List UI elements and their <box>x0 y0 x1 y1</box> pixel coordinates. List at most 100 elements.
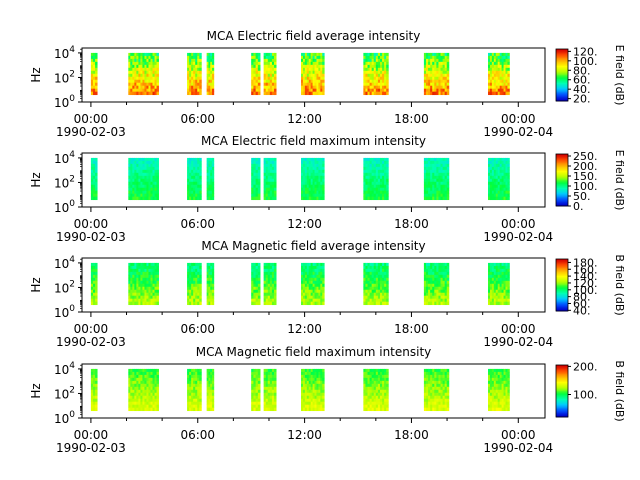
spectrogram-cell <box>316 271 319 276</box>
colorbar-step <box>556 161 568 164</box>
spectrogram-cell <box>306 262 310 267</box>
spectrogram-cell <box>308 271 312 276</box>
spectrogram-cell <box>304 377 308 382</box>
spectrogram-cell <box>274 283 277 288</box>
spectrogram-cell <box>95 380 98 385</box>
spectrogram-cell <box>314 169 317 174</box>
spectrogram-cell <box>154 88 157 93</box>
spectrogram-cell <box>269 55 273 60</box>
spectrogram-cell <box>367 280 370 285</box>
spectrogram-cell <box>301 383 304 388</box>
spectrogram-cell <box>316 283 319 288</box>
spectrogram-cell <box>199 301 202 306</box>
spectrogram-cell <box>154 52 157 57</box>
spectrogram-cell <box>302 268 306 273</box>
spectrogram-cell <box>425 268 429 273</box>
spectrogram-cell <box>322 175 325 180</box>
spectrogram-cell <box>367 52 370 57</box>
spectrogram-cell <box>206 157 209 162</box>
spectrogram-cell <box>446 271 450 276</box>
spectrogram-cell <box>440 82 444 87</box>
spectrogram-cell <box>314 193 317 198</box>
colorbar-tick-label: 50. <box>573 190 591 203</box>
spectrogram-cell <box>438 295 441 300</box>
spectrogram-cell <box>322 268 325 273</box>
spectrogram-cell <box>301 76 304 81</box>
spectrogram-cell <box>320 61 323 66</box>
spectrogram-cell <box>367 181 370 186</box>
spectrogram-cell <box>128 79 131 84</box>
spectrogram-cell <box>428 295 431 300</box>
spectrogram-cell <box>440 184 444 189</box>
spectrogram-cell <box>488 292 491 297</box>
spectrogram-cell <box>212 404 215 409</box>
spectrogram-cell <box>430 67 433 72</box>
spectrogram-cell <box>154 187 157 192</box>
spectrogram-cell <box>193 52 196 57</box>
spectrogram-cell <box>499 268 503 273</box>
spectrogram-cell <box>488 298 491 303</box>
spectrogram-cell <box>140 404 143 409</box>
spectrogram-cell <box>432 163 435 168</box>
spectrogram-cell <box>444 73 448 78</box>
spectrogram-cell <box>130 271 133 276</box>
spectrogram-cell <box>369 268 373 273</box>
spectrogram-cell <box>212 76 215 81</box>
spectrogram-cell <box>488 88 491 93</box>
spectrogram-cell <box>308 374 312 379</box>
spectrogram-cell <box>138 389 141 394</box>
spectrogram-cell <box>134 265 137 270</box>
spectrogram-cell <box>255 163 259 168</box>
spectrogram-cell <box>251 175 254 180</box>
spectrogram-cell <box>90 190 94 195</box>
spectrogram-cell <box>320 383 323 388</box>
spectrogram-cell <box>208 271 211 276</box>
spectrogram-cell <box>210 61 213 66</box>
spectrogram-cell <box>140 395 143 400</box>
spectrogram-cell <box>507 277 510 282</box>
spectrogram-cell <box>316 178 319 183</box>
spectrogram-cell <box>316 73 319 78</box>
spectrogram-cell <box>488 79 491 84</box>
spectrogram-cell <box>316 268 319 273</box>
spectrogram-cell <box>136 265 139 270</box>
spectrogram-cell <box>425 301 429 306</box>
spectrogram-cell <box>499 163 503 168</box>
spectrogram-cell <box>265 389 269 394</box>
spectrogram-cell <box>436 395 439 400</box>
spectrogram-cell <box>436 61 439 66</box>
colorbar-step <box>556 50 568 53</box>
spectrogram-cell <box>253 67 257 72</box>
spectrogram-cell <box>491 196 495 201</box>
spectrogram-cell <box>187 371 190 376</box>
spectrogram-cell <box>497 280 501 285</box>
spectrogram-cell <box>271 371 275 376</box>
spectrogram-cell <box>384 386 387 391</box>
spectrogram-cell <box>497 58 501 63</box>
spectrogram-cell <box>371 184 375 189</box>
spectrogram-cell <box>128 190 131 195</box>
spectrogram-cell <box>128 380 131 385</box>
spectrogram-cell <box>251 61 254 66</box>
colorbar-step <box>556 159 568 161</box>
spectrogram-cell <box>199 265 202 270</box>
spectrogram-cell <box>430 196 433 201</box>
spectrogram-cell <box>320 371 323 376</box>
spectrogram-cell <box>499 58 503 63</box>
spectrogram-cell <box>148 166 151 171</box>
spectrogram-cell <box>191 268 194 273</box>
panel-2-spectrogram <box>90 157 510 201</box>
spectrogram-cell <box>425 374 429 379</box>
spectrogram-cell <box>444 283 448 288</box>
spectrogram-cell <box>432 157 435 162</box>
spectrogram-cell <box>265 262 269 267</box>
spectrogram-cell <box>382 178 385 183</box>
spectrogram-cell <box>310 386 314 391</box>
spectrogram-cell <box>310 58 314 63</box>
spectrogram-cell <box>377 398 381 403</box>
spectrogram-cell <box>377 392 381 397</box>
spectrogram-cell <box>425 295 429 300</box>
spectrogram-cell <box>386 196 389 201</box>
spectrogram-cell <box>365 82 368 87</box>
spectrogram-cell <box>208 61 211 66</box>
